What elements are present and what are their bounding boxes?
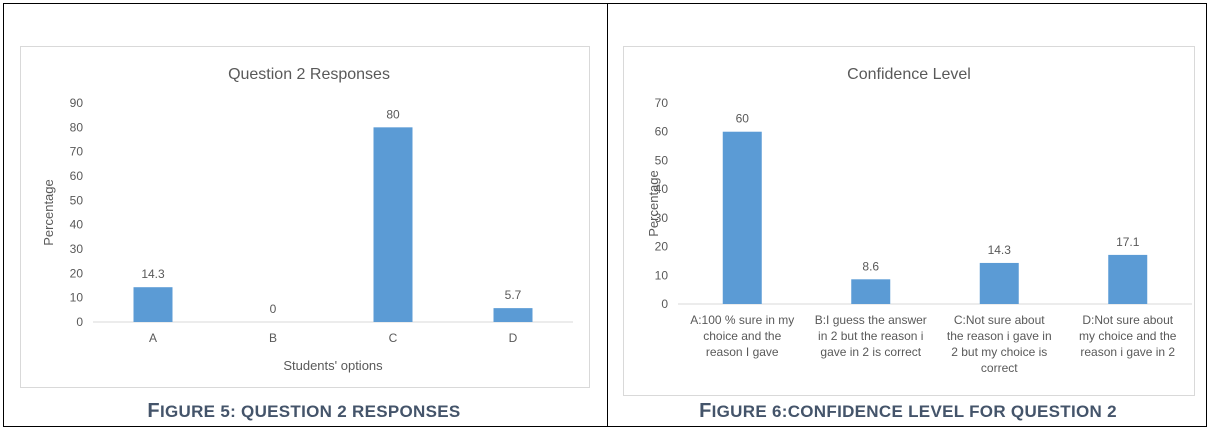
y-tick-label: 50: [70, 193, 84, 207]
y-tick-label: 30: [655, 211, 669, 225]
x-tick-line: A: [149, 331, 157, 345]
x-tick-line: C:Not sure about: [954, 313, 1045, 327]
bar-2: [979, 262, 1019, 304]
caption-5-mid: IGURE 5: Q: [159, 402, 255, 421]
bar-0: [133, 287, 173, 322]
x-tick-line: correct: [981, 361, 1018, 375]
y-tick-label: 90: [70, 96, 84, 110]
x-tick-label-3: D: [509, 331, 518, 345]
x-axis-label: Students' options: [283, 358, 383, 373]
caption-6-prefix: F: [699, 400, 712, 422]
y-tick-label: 60: [70, 169, 84, 183]
x-tick-line: reason I gave: [706, 345, 779, 359]
data-label-2: 14.3: [988, 243, 1012, 257]
x-tick-line: B:I guess the answer: [815, 313, 927, 327]
y-tick-label: 50: [655, 153, 669, 167]
y-tick-label: 20: [70, 266, 84, 280]
y-tick-label: 70: [70, 145, 84, 159]
bar-1: [851, 279, 891, 304]
x-tick-line: choice and the: [703, 329, 781, 343]
y-tick-label: 40: [655, 182, 669, 196]
x-tick-label-1: B: [269, 331, 277, 345]
y-tick-label: 40: [70, 218, 84, 232]
x-tick-line: D:Not sure about: [1082, 313, 1173, 327]
x-tick-label-3: D:Not sure about my choice and the reason …: [1079, 313, 1177, 359]
figure-5-caption: FIGURE 5: QUESTION 2 RESPONSES: [20, 400, 588, 423]
chart-title: Question 2 Responses: [228, 66, 390, 83]
y-tick-label: 30: [70, 242, 84, 256]
y-axis-label: Percentage: [41, 179, 56, 246]
data-label-1: 8.6: [862, 259, 879, 273]
bar-3: [1108, 254, 1148, 304]
chart-1-svg: Question 2 Responses 0 10 20 30 40 50 60 70 80 90 P…: [41, 66, 573, 373]
x-tick-label-2: C:Not sure about the reason i gave in 2 bu…: [947, 313, 1052, 375]
data-label-3: 5.7: [505, 288, 522, 302]
caption-6-mid: IGURE 6:C: [711, 402, 801, 421]
chart-2-svg: Confidence Level 0 10 20 30 40 50 60 70 Percentag…: [646, 66, 1192, 375]
bar-2: [373, 127, 413, 322]
chart-title: Confidence Level: [847, 66, 971, 83]
x-tick-line: gave in 2 is correct: [820, 345, 921, 359]
y-tick-label: 20: [655, 240, 669, 254]
x-tick-label-1: B:I guess the answer in 2 but the reason …: [815, 313, 927, 359]
data-label-1: 0: [270, 302, 277, 316]
question-2-responses-chart: Question 2 Responses 0 10 20 30 40 50 60 70 80 90 P…: [20, 46, 590, 388]
x-tick-line: in 2 but the reason i: [818, 329, 923, 343]
y-tick-label: 80: [70, 120, 84, 134]
x-tick-line: C: [389, 331, 398, 345]
caption-6-tail: ONFIDENCE LEVEL FOR QUESTION 2: [800, 402, 1117, 421]
caption-5-prefix: F: [147, 400, 160, 422]
figure-divider: [607, 3, 608, 427]
y-tick-label: 10: [655, 268, 669, 282]
figure-6-caption: FIGURE 6:CONFIDENCE LEVEL FOR QUESTION 2: [612, 400, 1204, 423]
x-tick-line: A:100 % sure in my: [690, 313, 794, 327]
data-label-3: 17.1: [1116, 235, 1140, 249]
y-tick-label: 60: [655, 125, 669, 139]
x-tick-line: D: [509, 331, 518, 345]
data-label-2: 80: [386, 107, 400, 121]
x-tick-label-0: A: [149, 331, 157, 345]
x-tick-line: B: [269, 331, 277, 345]
x-tick-label-0: A:100 % sure in my choice and the reason I…: [690, 313, 794, 359]
y-tick-label: 0: [661, 297, 668, 311]
bar-3: [493, 308, 533, 322]
y-tick-label: 10: [70, 291, 84, 305]
data-label-0: 60: [736, 112, 750, 126]
bar-0: [722, 131, 762, 304]
x-tick-line: my choice and the: [1079, 329, 1177, 343]
y-tick-label: 0: [76, 315, 83, 329]
confidence-level-chart: Confidence Level 0 10 20 30 40 50 60 70 Percentag…: [623, 46, 1195, 396]
x-tick-label-2: C: [389, 331, 398, 345]
x-tick-line: reason i gave in 2: [1080, 345, 1175, 359]
figure-frame: [3, 3, 1207, 427]
data-label-0: 14.3: [141, 267, 165, 281]
y-axis-label: Percentage: [646, 170, 661, 237]
caption-5-tail: UESTION 2 RESPONSES: [254, 402, 461, 421]
y-tick-label: 70: [655, 96, 669, 110]
x-tick-line: the reason i gave in: [947, 329, 1052, 343]
x-tick-line: 2 but my choice is: [951, 345, 1047, 359]
